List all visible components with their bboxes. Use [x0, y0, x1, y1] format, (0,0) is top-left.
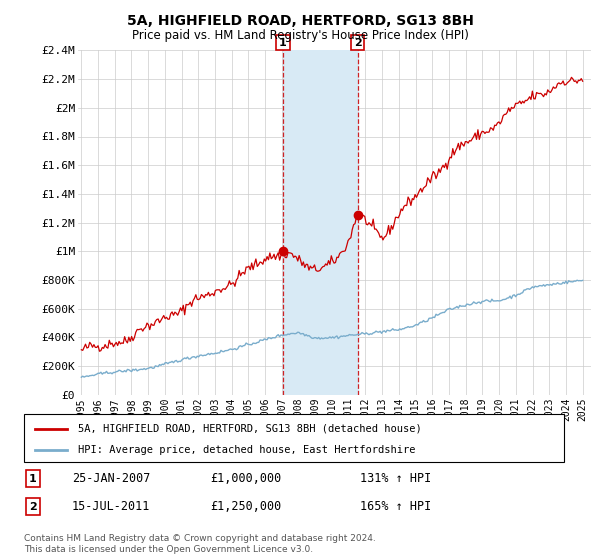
Text: £1,000,000: £1,000,000 — [210, 472, 281, 486]
Text: Price paid vs. HM Land Registry's House Price Index (HPI): Price paid vs. HM Land Registry's House … — [131, 29, 469, 42]
Text: 25-JAN-2007: 25-JAN-2007 — [72, 472, 151, 486]
Text: 2: 2 — [354, 38, 362, 48]
Text: HPI: Average price, detached house, East Hertfordshire: HPI: Average price, detached house, East… — [78, 445, 415, 455]
Text: 165% ↑ HPI: 165% ↑ HPI — [360, 500, 431, 514]
Text: This data is licensed under the Open Government Licence v3.0.: This data is licensed under the Open Gov… — [24, 545, 313, 554]
Text: 1: 1 — [279, 38, 287, 48]
Bar — [283, 50, 358, 395]
Text: 5A, HIGHFIELD ROAD, HERTFORD, SG13 8BH (detached house): 5A, HIGHFIELD ROAD, HERTFORD, SG13 8BH (… — [78, 424, 422, 433]
Text: Contains HM Land Registry data © Crown copyright and database right 2024.: Contains HM Land Registry data © Crown c… — [24, 534, 376, 543]
Text: £1,250,000: £1,250,000 — [210, 500, 281, 514]
Text: 1: 1 — [29, 474, 37, 484]
FancyBboxPatch shape — [24, 414, 564, 462]
Text: 2: 2 — [29, 502, 37, 512]
Text: 5A, HIGHFIELD ROAD, HERTFORD, SG13 8BH: 5A, HIGHFIELD ROAD, HERTFORD, SG13 8BH — [127, 14, 473, 28]
Text: 15-JUL-2011: 15-JUL-2011 — [72, 500, 151, 514]
Text: 131% ↑ HPI: 131% ↑ HPI — [360, 472, 431, 486]
